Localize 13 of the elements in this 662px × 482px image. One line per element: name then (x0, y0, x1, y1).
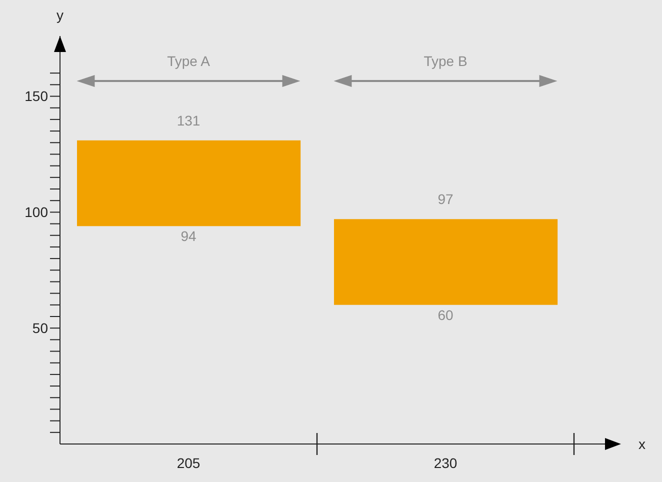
y-tick-label: 150 (24, 88, 48, 104)
annotation: Type B (424, 53, 468, 69)
y-tick-label: 100 (24, 204, 48, 220)
annotation: Type A (167, 53, 211, 69)
annotation: 60 (438, 306, 454, 323)
annotation: 94 (180, 228, 196, 244)
x-axis-title: x (638, 436, 646, 452)
x-tick-label: 230 (434, 454, 458, 471)
annotation: 97 (438, 191, 454, 208)
y-tick-label: 50 (32, 320, 48, 336)
x-tick-label: 205 (176, 454, 200, 471)
annotation: 131 (176, 112, 200, 128)
y-axis-title: y (56, 7, 64, 23)
